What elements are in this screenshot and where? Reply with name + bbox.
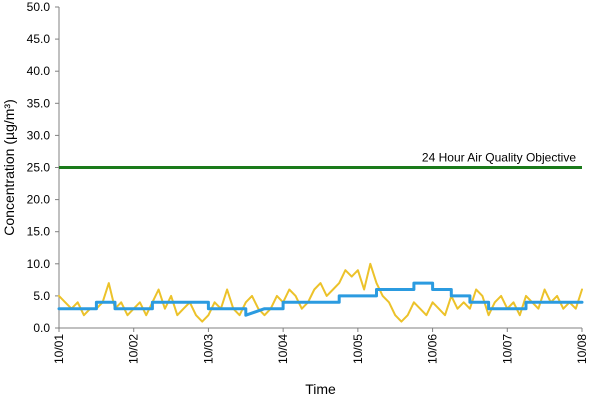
x-tick-label: 10/05 xyxy=(351,334,365,364)
x-tick-label: 10/01 xyxy=(52,334,66,364)
y-axis: 0.0 5.0 10.0 15.0 20.0 25.0 30.0 35.0 40.0 45.0 50… xyxy=(27,0,60,335)
series-line-2 xyxy=(57,281,584,317)
y-tick-label: 15.0 xyxy=(27,225,51,239)
y-tick-label: 0.0 xyxy=(33,321,50,335)
series-group xyxy=(57,262,584,323)
x-tick-label: 10/02 xyxy=(127,334,141,364)
series-line-1 xyxy=(58,262,583,323)
y-tick-label: 45.0 xyxy=(27,32,51,46)
y-tick-label: 20.0 xyxy=(27,193,51,207)
y-tick-label: 25.0 xyxy=(27,161,51,175)
x-tick-label: 10/03 xyxy=(201,334,215,364)
x-axis-title: Time xyxy=(305,381,336,397)
x-tick-label: 10/08 xyxy=(575,334,589,364)
x-tick-label: 10/07 xyxy=(500,334,514,364)
y-tick-label: 35.0 xyxy=(27,96,51,110)
x-axis: 10/01 10/02 10/03 10/04 10/05 10/06 10/07 10/08 xyxy=(52,327,589,364)
y-tick-label: 50.0 xyxy=(27,0,51,14)
y-tick-label: 40.0 xyxy=(27,64,51,78)
y-tick-label: 10.0 xyxy=(27,257,51,271)
y-tick-label: 30.0 xyxy=(27,128,51,142)
x-tick-label: 10/06 xyxy=(426,334,440,364)
x-tick-label: 10/04 xyxy=(276,334,290,364)
y-axis-title: Concentration (µg/m³) xyxy=(1,99,17,235)
y-tick-label: 5.0 xyxy=(33,289,50,303)
reference-line-label: 24 Hour Air Quality Objective xyxy=(422,151,576,165)
